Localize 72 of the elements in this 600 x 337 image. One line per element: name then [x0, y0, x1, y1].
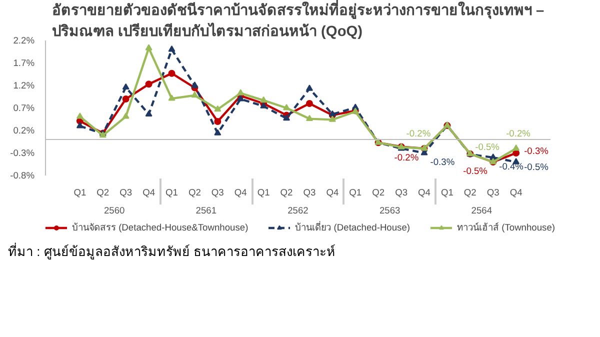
y-tick-label: 1.2% [13, 80, 35, 90]
y-tick-label: 0.2% [13, 126, 35, 136]
chart-title: อัตราขยายตัวของดัชนีราคาบ้านจัดสรรใหม่ที่อยู่ระหว่างการขายในกรุงเทพฯ – ปริมณฑล เปรียบเทียบกับไตรมาสก่อนหน้า (QoQ) [52, 0, 544, 40]
x-tick-label: Q2 [280, 188, 293, 198]
x-tick-label: Q3 [303, 188, 316, 198]
point [145, 44, 152, 50]
text: ที่มา : ศูนย์ข้อมูลอสังหาริมทรัพย์ ธนาคารอาคารสงเคราะห์ [8, 243, 336, 262]
point [328, 116, 336, 122]
text: 2563 [379, 206, 400, 216]
x-tick-label: Q1 [440, 188, 454, 198]
x-tick-label: Q2 [372, 188, 385, 198]
point [512, 144, 520, 151]
point [122, 96, 130, 102]
y-tick-label: 2.2% [13, 36, 35, 46]
y-tick-label: -0.3% [10, 148, 35, 158]
legend-label: บ้านจัดสรร (Detached-House&Townhouse) [72, 222, 248, 234]
y-tick-label: 1.7% [13, 58, 35, 68]
x-tick-label: Q1 [349, 188, 362, 198]
point [237, 89, 244, 96]
data-label: -0.5% [463, 166, 488, 176]
point [512, 150, 520, 156]
point [306, 100, 313, 107]
point [122, 83, 130, 90]
point [145, 110, 152, 117]
x-tick-label: Q4 [418, 188, 430, 198]
point [260, 96, 268, 103]
x-tick-label: Q2 [464, 188, 476, 198]
point [214, 105, 222, 112]
point [76, 112, 84, 119]
x-tick-label: Q1 [166, 188, 178, 198]
point [306, 84, 313, 91]
x-tick-label: Q4 [142, 188, 156, 198]
point [191, 82, 198, 88]
legend-label: บ้านเดี่ยว (Detached-House) [295, 220, 410, 234]
point [168, 70, 176, 77]
point [283, 104, 290, 110]
text: 2562 [288, 206, 308, 216]
x-tick-label: Q3 [120, 188, 132, 198]
y-tick-label: 0.7% [13, 103, 35, 113]
data-label: -0.3% [430, 157, 455, 167]
x-tick-label: Q4 [510, 188, 522, 198]
point [237, 95, 244, 102]
x-tick-label: Q2 [188, 188, 201, 198]
text: 2564 [471, 206, 492, 216]
data-label: -0.2% [506, 128, 530, 138]
x-tick-label: Q4 [326, 188, 339, 198]
point [145, 80, 152, 88]
point [76, 122, 84, 128]
data-label: -0.5% [524, 162, 548, 172]
point [214, 118, 222, 125]
x-tick-label: Q1 [257, 188, 270, 198]
text: 2561 [196, 206, 217, 216]
point [214, 129, 222, 136]
x-tick-label: Q3 [211, 188, 224, 198]
data-label: -0.2% [406, 128, 431, 138]
point [191, 91, 198, 98]
x-tick-label: Q1 [74, 188, 86, 198]
legend-label: ทาวน์เฮ้าส์ (Townhouse) [457, 221, 556, 234]
point [122, 112, 130, 119]
data-label: -0.2% [394, 152, 419, 162]
point [168, 94, 176, 101]
x-tick-label: Q3 [486, 188, 500, 198]
point [168, 46, 176, 52]
x-tick-label: Q2 [96, 188, 110, 198]
x-tick-label: Q3 [395, 188, 408, 198]
y-tick-label: -0.8% [10, 170, 35, 180]
data-label: -0.3% [524, 146, 548, 156]
x-tick-label: Q4 [234, 188, 247, 198]
point [283, 114, 290, 121]
point [306, 114, 313, 122]
data-label: -0.5% [475, 142, 500, 152]
text: 2560 [104, 206, 125, 216]
